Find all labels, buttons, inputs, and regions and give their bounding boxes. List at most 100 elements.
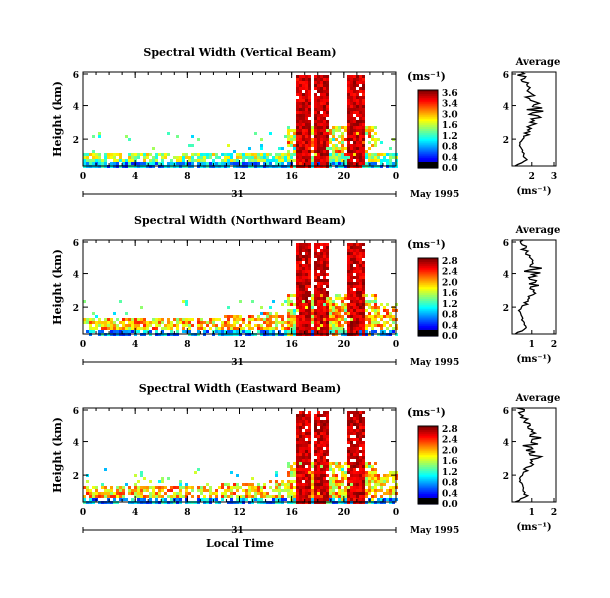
colorbar-tick-label: 0.4: [442, 489, 458, 499]
colorbar-tick-label: 2.8: [442, 257, 458, 267]
colorbar-frame: [417, 257, 439, 337]
heatmap: [83, 243, 398, 336]
average-frame: [511, 407, 557, 503]
average-line: [514, 239, 542, 335]
x-tick-label: 0: [393, 508, 399, 518]
avg-y-tick-label: 6: [503, 71, 509, 81]
colorbar-tick-label: 3.4: [442, 100, 458, 110]
avg-x-tick-label: 2: [551, 508, 557, 518]
colorbar-tick-label: 0.4: [442, 153, 458, 163]
x-tick-label: 0: [80, 172, 86, 182]
colorbar-tick-label: 1.6: [442, 457, 458, 467]
avg-y-tick-label: 6: [503, 239, 509, 249]
avg-x-tick-label: 3: [551, 172, 557, 182]
x-tick-label: 0: [393, 340, 399, 350]
panel-0: Spectral Width (Vertical Beam) Height (km…: [51, 46, 560, 200]
colorbar-tick-label: 1.2: [442, 132, 458, 142]
avg-y-tick-label: 2: [503, 136, 509, 146]
x-tick-label: 4: [132, 508, 138, 518]
colorbar-tick-label: 0.8: [442, 311, 458, 321]
colorbar-tick-label: 2.4: [442, 268, 458, 278]
date-label: May 1995: [410, 526, 459, 536]
colorbar-tick-label: 2.0: [442, 278, 458, 288]
y-tick-label: 2: [73, 472, 79, 482]
panel-title: Spectral Width (Vertical Beam): [143, 46, 336, 59]
colorbar-tick-label: 0.0: [442, 500, 458, 510]
colorbar-tick-label: 3.0: [442, 110, 458, 120]
colorbar-tick-label: 2.8: [442, 425, 458, 435]
average-units: (ms⁻¹): [516, 354, 551, 365]
x-tick-label: 16: [285, 172, 298, 182]
colorbar-zero-band: [418, 498, 438, 504]
y-tick-label: 2: [73, 136, 79, 146]
panel-title: Spectral Width (Northward Beam): [134, 214, 346, 227]
panel-1: Spectral Width (Northward Beam) Height (k…: [51, 214, 560, 368]
y-tick-label: 2: [73, 304, 79, 314]
avg-x-tick-label: 2: [529, 172, 535, 182]
x-tick-label: 16: [285, 508, 298, 518]
x-tick-label: 12: [233, 340, 246, 350]
panel-title: Spectral Width (Eastward Beam): [139, 382, 341, 395]
average-units: (ms⁻¹): [516, 186, 551, 197]
avg-y-tick-label: 4: [503, 103, 509, 113]
x-tick-label: 0: [80, 340, 86, 350]
y-axis-label: Height (km): [51, 249, 64, 325]
colorbar-tick-label: 1.6: [442, 289, 458, 299]
colorbar-tick-label: 2.4: [442, 436, 458, 446]
avg-y-tick-label: 4: [503, 439, 509, 449]
x-tick-label: 20: [338, 172, 351, 182]
colorbar: 2.82.42.01.61.20.80.40.0: [417, 257, 458, 342]
average-title: Average: [515, 57, 561, 68]
avg-x-tick-label: 2: [551, 340, 557, 350]
colorbar-frame: [417, 89, 439, 169]
panel-2: Spectral Width (Eastward Beam) Height (km…: [51, 382, 560, 536]
avg-y-tick-label: 2: [503, 304, 509, 314]
x-tick-label: 4: [132, 172, 138, 182]
x-tick-label: 16: [285, 340, 298, 350]
x-tick-label: 0: [80, 508, 86, 518]
x-axis-label: Local Time: [206, 537, 274, 550]
date-label: May 1995: [410, 190, 459, 200]
average-units: (ms⁻¹): [516, 522, 551, 533]
colorbar-tick-label: 0.0: [442, 164, 458, 174]
colorbar-tick-label: 1.6: [442, 121, 458, 131]
y-tick-label: 6: [73, 239, 79, 249]
x-tick-label: 20: [338, 340, 351, 350]
heatmap: [83, 75, 398, 168]
average-frame: [511, 239, 557, 335]
average-profile: Average 6 4 2 2 3(ms⁻¹): [503, 57, 561, 197]
x-tick-label: 4: [132, 340, 138, 350]
y-tick-label: 4: [73, 103, 79, 113]
avg-y-tick-label: 4: [503, 271, 509, 281]
average-title: Average: [515, 225, 561, 236]
colorbar-zero-band: [418, 330, 438, 336]
date-tick-label: 31: [231, 358, 244, 368]
average-frame: [511, 71, 557, 167]
colorbar-tick-label: 2.0: [442, 446, 458, 456]
avg-y-tick-label: 6: [503, 407, 509, 417]
x-tick-label: 0: [393, 172, 399, 182]
x-tick-label: 12: [233, 172, 246, 182]
colorbar: 2.82.42.01.61.20.80.40.0: [417, 425, 458, 510]
colorbar-units: (ms⁻¹): [407, 406, 446, 419]
x-tick-label: 8: [184, 508, 190, 518]
average-line: [514, 71, 544, 167]
colorbar-zero-band: [418, 162, 438, 168]
colorbar-tick-label: 0.8: [442, 143, 458, 153]
colorbar-tick-label: 0.8: [442, 479, 458, 489]
colorbar-tick-label: 0.0: [442, 332, 458, 342]
average-title: Average: [515, 393, 561, 404]
avg-x-tick-label: 1: [529, 508, 535, 518]
date-label: May 1995: [410, 358, 459, 368]
x-tick-label: 8: [184, 340, 190, 350]
x-tick-label: 20: [338, 508, 351, 518]
y-tick-label: 6: [73, 407, 79, 417]
avg-x-tick-label: 1: [529, 340, 535, 350]
y-tick-label: 4: [73, 439, 79, 449]
date-tick-label: 31: [231, 526, 244, 536]
x-tick-label: 12: [233, 508, 246, 518]
y-axis-label: Height (km): [51, 81, 64, 157]
